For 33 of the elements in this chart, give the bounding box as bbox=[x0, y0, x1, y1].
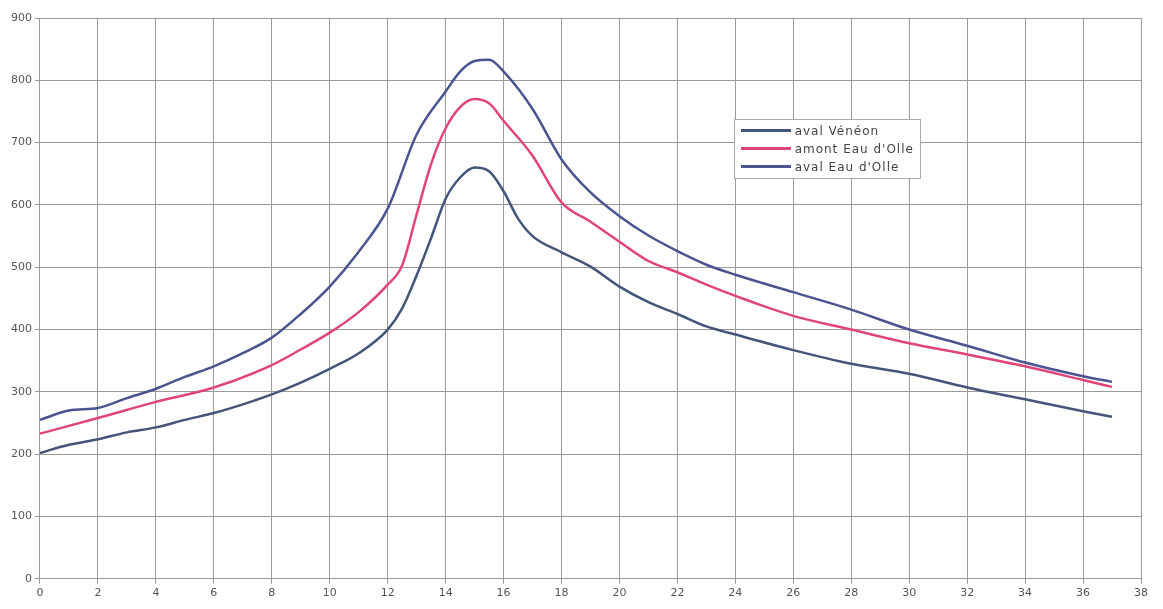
x-tick-label: 6 bbox=[210, 586, 218, 600]
x-tick-label: 20 bbox=[612, 586, 627, 600]
y-tick-label: 600 bbox=[11, 197, 32, 211]
x-tick-label: 22 bbox=[670, 586, 685, 600]
x-tick-label: 30 bbox=[902, 586, 917, 600]
y-tick-label: 300 bbox=[11, 384, 32, 398]
x-tick-label: 38 bbox=[1134, 586, 1148, 600]
y-tick-label: 700 bbox=[11, 135, 32, 149]
y-tick-label: 200 bbox=[11, 447, 32, 461]
x-tick-label: 14 bbox=[438, 586, 453, 600]
x-tick-label: 24 bbox=[728, 586, 743, 600]
x-tick-label: 0 bbox=[36, 586, 44, 600]
x-tick-label: 2 bbox=[94, 586, 102, 600]
y-tick-label: 0 bbox=[25, 571, 32, 585]
y-tick-label: 900 bbox=[11, 10, 32, 24]
x-tick-label: 36 bbox=[1076, 586, 1091, 600]
x-tick-label: 16 bbox=[496, 586, 511, 600]
x-tick-label: 18 bbox=[554, 586, 569, 600]
y-tick-label: 500 bbox=[11, 260, 32, 274]
y-tick-label: 400 bbox=[11, 322, 32, 336]
x-tick-label: 32 bbox=[960, 586, 975, 600]
x-tick-label: 4 bbox=[152, 586, 160, 600]
x-tick-label: 8 bbox=[268, 586, 276, 600]
y-tick-label: 100 bbox=[11, 509, 32, 523]
legend-label: aval Vénéon bbox=[794, 123, 880, 138]
x-tick-label: 28 bbox=[844, 586, 859, 600]
x-tick-label: 26 bbox=[786, 586, 801, 600]
x-tick-label: 12 bbox=[380, 586, 395, 600]
legend-label: amont Eau d'Olle bbox=[794, 141, 914, 156]
legend-label: aval Eau d'Olle bbox=[794, 159, 900, 174]
x-tick-label: 10 bbox=[322, 586, 337, 600]
y-tick-label: 800 bbox=[11, 73, 32, 87]
x-tick-label: 34 bbox=[1018, 586, 1033, 600]
